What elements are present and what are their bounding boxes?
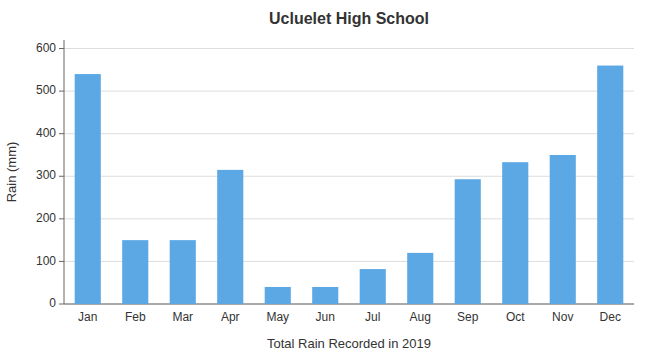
y-tick-label: 100 [36,254,56,268]
y-tick [59,91,64,92]
bar [455,179,481,304]
grid-line [64,48,634,49]
y-tick-label: 400 [36,126,56,140]
grid-line [64,218,634,219]
bar [550,155,576,304]
x-axis-line [64,304,634,305]
x-tick-label: Jun [316,310,335,324]
x-tick-label: Mar [172,310,193,324]
x-tick-label: Nov [552,310,573,324]
x-tick-label: Oct [506,310,525,324]
x-tick-label: Sep [457,310,479,324]
x-tick-label: Aug [410,310,431,324]
x-tick-label: Jul [365,310,380,324]
bar [360,269,386,304]
grid-line [64,133,634,134]
y-tick-label: 500 [36,83,56,97]
y-tick-label: 0 [49,296,56,310]
x-axis-label: Total Rain Recorded in 2019 [267,336,431,351]
y-grid [64,49,634,304]
x-tick-label: Feb [125,310,146,324]
x-tick-label: Dec [600,310,621,324]
grid-line [64,304,634,305]
x-ticks: Jan Feb Mar Apr May Jun Jul Aug Sep Oct Nov Dec [78,310,621,324]
bars [75,66,624,304]
grid-line [64,261,634,262]
bar [597,66,623,304]
bar [170,240,196,304]
y-tick [59,176,64,177]
y-axis-label: Rain (mm) [4,142,19,203]
y-tick-label: 300 [36,168,56,182]
y-tick [59,261,64,262]
bar [407,253,433,304]
bar [312,287,338,304]
y-tick [59,304,64,305]
bar [217,170,243,304]
chart-svg: 0 100 200 300 400 500 600 Jan Feb Mar Apr May Jun Jul… [0,0,650,360]
chart-container: 0 100 200 300 400 500 600 Jan Feb Mar Apr May Jun Jul… [0,0,650,360]
grid-line [64,91,634,92]
bar [122,240,148,304]
bar [265,287,291,304]
y-tick [59,48,64,49]
y-tick-label: 600 [36,41,56,55]
x-tick-label: Jan [78,310,97,324]
grid-line [64,176,634,177]
y-ticks: 0 100 200 300 400 500 600 [36,41,64,310]
bar [502,162,528,304]
y-tick [59,133,64,134]
bar [75,74,101,304]
x-tick-label: May [266,310,289,324]
y-tick [59,218,64,219]
y-tick-label: 200 [36,211,56,225]
title: Ucluelet High School [269,10,429,27]
y-axis-line [64,40,65,304]
x-tick-label: Apr [221,310,240,324]
